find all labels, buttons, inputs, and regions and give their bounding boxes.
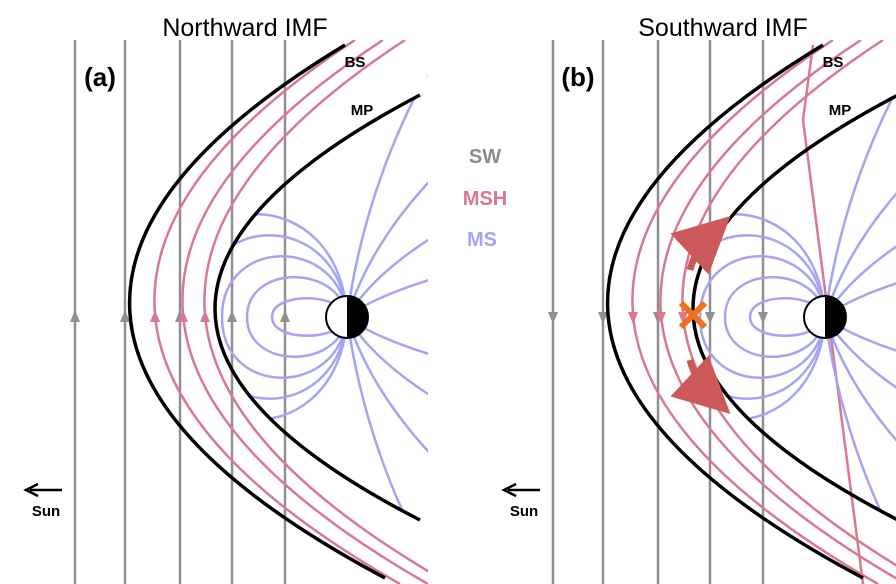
sw-arrow	[758, 312, 768, 324]
sw-arrow	[70, 310, 80, 322]
msh-arrow	[200, 310, 210, 322]
sw-arrow	[705, 312, 715, 324]
earth-night	[825, 296, 846, 338]
ms-loop	[650, 214, 825, 420]
msh-line	[182, 40, 428, 584]
msh-arrow	[628, 312, 638, 324]
ms-line	[825, 317, 896, 584]
mp-label: MP	[829, 102, 852, 119]
sun-label: Sun	[32, 503, 60, 520]
diagram: Northward IMF (a) BS MP Sun Southward IMF (b) B…	[0, 0, 896, 584]
earth-night	[347, 296, 368, 338]
legend-sw: SW	[469, 146, 501, 168]
panel-label: (b)	[561, 62, 594, 92]
ms-line	[347, 317, 635, 400]
sw-arrow	[227, 310, 237, 322]
sun-arrow	[26, 484, 62, 496]
sun-arrow	[504, 484, 540, 496]
ms-line	[347, 35, 450, 317]
panel-label: (a)	[84, 62, 116, 92]
panel-title: Southward IMF	[638, 14, 808, 42]
ms-loop	[172, 214, 347, 420]
panel: Southward IMF (b) BS MP Sun	[504, 14, 896, 584]
sun-label: Sun	[510, 503, 538, 520]
legend-msh: MSH	[463, 188, 507, 210]
bs-label: BS	[345, 54, 366, 71]
legend-ms: MS	[467, 229, 497, 251]
panel: Northward IMF (a) BS MP Sun	[26, 14, 635, 584]
sw-arrow	[280, 310, 290, 322]
ms-line	[825, 87, 896, 317]
bs-label: BS	[823, 54, 844, 71]
mp-label: MP	[351, 102, 374, 119]
sw-arrow	[548, 312, 558, 324]
ms-line	[825, 158, 896, 317]
panel-title: Northward IMF	[162, 14, 327, 42]
magnetopause	[215, 95, 420, 520]
msh-arrow	[150, 310, 160, 322]
ms-line	[825, 317, 896, 476]
